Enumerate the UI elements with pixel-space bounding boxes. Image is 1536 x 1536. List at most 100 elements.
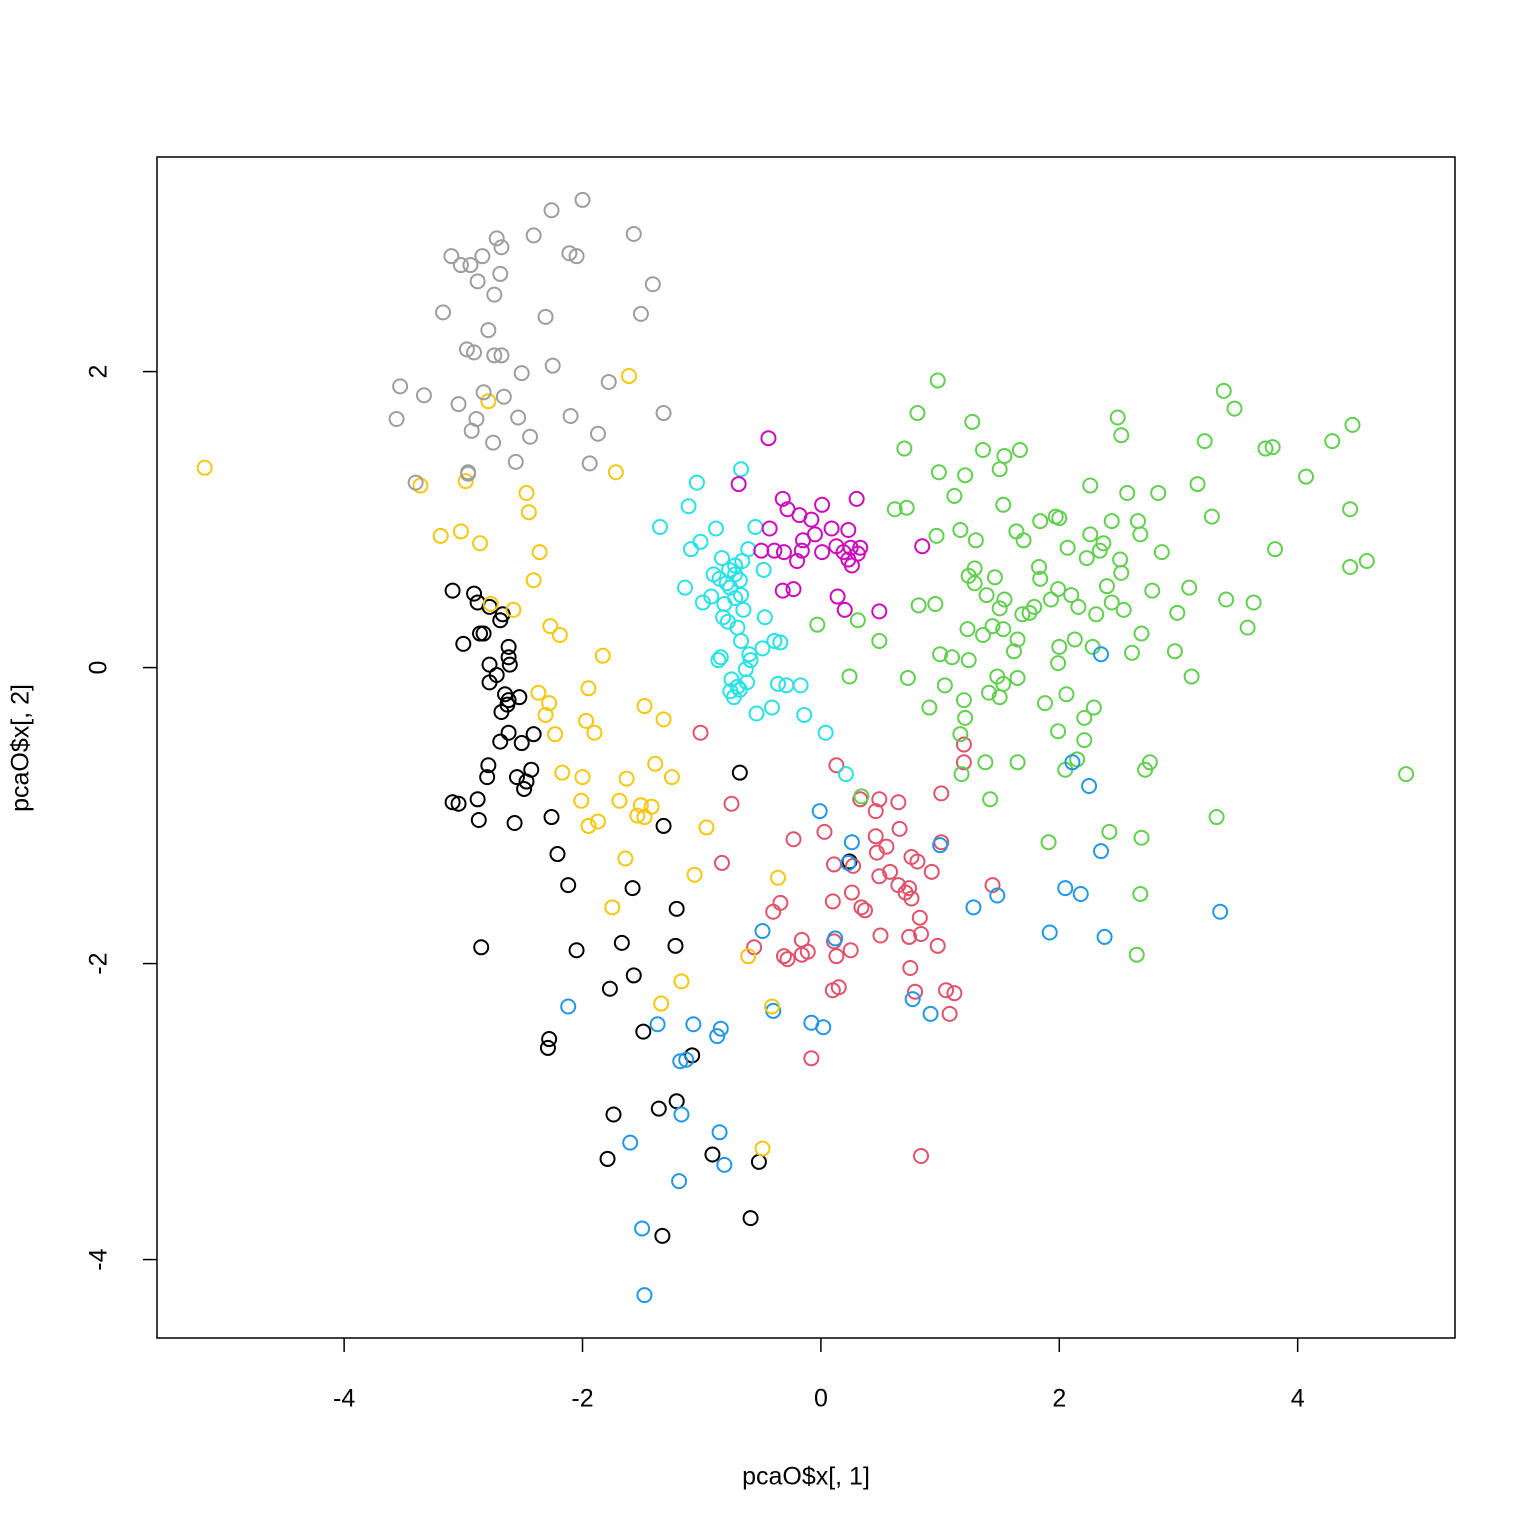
point <box>772 894 789 911</box>
point <box>1084 638 1101 655</box>
point <box>444 794 461 811</box>
point <box>594 647 611 664</box>
point <box>1358 553 1375 570</box>
point <box>601 980 618 997</box>
point <box>867 803 884 820</box>
point <box>506 814 523 831</box>
point <box>902 960 919 977</box>
point <box>462 257 479 274</box>
point <box>537 308 554 325</box>
point <box>466 344 483 361</box>
point <box>735 601 752 618</box>
point <box>827 930 844 947</box>
point <box>1014 606 1031 623</box>
point <box>692 533 709 550</box>
point <box>1189 476 1206 493</box>
point <box>634 1220 651 1237</box>
point <box>986 569 1003 586</box>
y-tick-label: 0 <box>85 661 113 675</box>
point <box>843 557 860 574</box>
point <box>955 736 972 753</box>
point <box>618 770 635 787</box>
point <box>901 928 918 945</box>
point <box>388 410 405 427</box>
point <box>1144 582 1161 599</box>
point <box>747 518 764 535</box>
point <box>492 733 509 750</box>
point <box>1005 643 1022 660</box>
point <box>578 712 595 729</box>
point <box>621 368 637 385</box>
point <box>522 428 539 445</box>
point <box>1298 468 1315 485</box>
point <box>694 594 711 611</box>
point <box>815 1019 832 1036</box>
point <box>938 982 955 999</box>
point <box>473 939 490 956</box>
point <box>677 579 694 596</box>
point <box>914 538 931 555</box>
point <box>910 597 927 614</box>
point <box>1226 400 1243 417</box>
point <box>625 967 642 984</box>
point <box>481 656 498 673</box>
point <box>629 807 646 824</box>
point <box>923 863 940 880</box>
point <box>708 520 725 537</box>
point <box>1011 442 1028 459</box>
point <box>882 863 899 880</box>
point <box>817 724 834 741</box>
point <box>500 724 517 741</box>
point <box>530 684 547 701</box>
point <box>586 724 603 741</box>
point <box>625 225 642 242</box>
point <box>933 785 950 802</box>
point <box>871 868 888 885</box>
point <box>824 893 841 910</box>
point <box>486 347 503 364</box>
plot-frame <box>156 156 1456 1339</box>
point <box>871 603 888 620</box>
point <box>492 265 509 282</box>
point <box>975 442 991 459</box>
point <box>853 899 870 916</box>
point <box>466 585 483 602</box>
point <box>867 828 884 845</box>
point <box>1078 550 1095 567</box>
point <box>686 866 703 883</box>
point <box>432 527 449 544</box>
point <box>1203 508 1220 525</box>
point <box>1132 886 1149 903</box>
point <box>959 621 976 638</box>
point <box>1096 928 1113 945</box>
point <box>769 675 786 692</box>
point <box>756 609 773 626</box>
point <box>984 877 1001 894</box>
point <box>1137 761 1154 778</box>
point <box>840 521 857 538</box>
point <box>1208 809 1225 826</box>
x-axis-title: pcaO$x[, 1] <box>742 1463 870 1491</box>
point <box>511 689 528 706</box>
x-tick-label: 4 <box>1291 1385 1305 1413</box>
x-tick-label: -4 <box>333 1385 355 1413</box>
point <box>1036 695 1053 712</box>
point <box>549 846 566 863</box>
point <box>1153 544 1170 561</box>
point <box>581 455 598 472</box>
point <box>541 1031 558 1048</box>
point <box>392 378 409 395</box>
point <box>525 227 542 244</box>
point <box>653 995 670 1012</box>
point <box>722 579 739 596</box>
point <box>655 711 672 728</box>
point <box>516 780 533 797</box>
point <box>654 1227 671 1244</box>
point <box>1101 823 1118 840</box>
point <box>922 1005 939 1022</box>
point <box>1267 541 1284 558</box>
point <box>1032 513 1049 530</box>
point <box>510 409 527 426</box>
point <box>485 434 502 451</box>
point <box>991 461 1008 478</box>
